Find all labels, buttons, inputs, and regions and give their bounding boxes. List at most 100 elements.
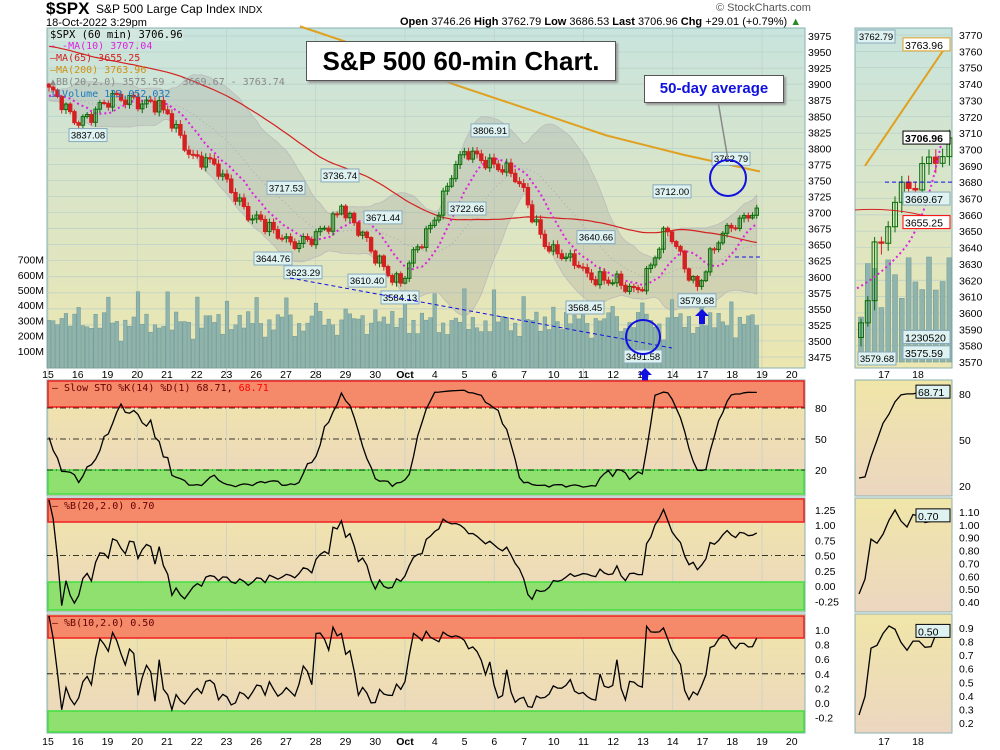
candle (746, 215, 751, 219)
candle (729, 224, 734, 229)
price-label-box (266, 180, 306, 195)
side-price-tag-box (902, 215, 951, 230)
price-tick-label: 3775 (808, 159, 832, 171)
candle (606, 279, 611, 284)
volume-bar (152, 324, 158, 369)
side-indicator-tick: 0.9 (959, 623, 974, 635)
side-price-tick: 3610 (959, 292, 983, 304)
volume-bar (212, 322, 217, 369)
price-label: 3722.66 (450, 204, 484, 215)
side-volume-bar (919, 289, 925, 363)
volume-bar (487, 331, 492, 369)
price-tick-label: 3900 (808, 79, 832, 91)
candle (343, 205, 348, 219)
date-tick-label: 17 (697, 369, 709, 381)
candle (601, 271, 607, 281)
legend-ma65: —MA(65) 3655.25 (50, 53, 141, 64)
legend-bb: ▲BB(20,2.0) 3575.59 - 3669.67 - 3763.74 (50, 77, 285, 88)
candle (156, 100, 162, 113)
indicator-tick-label: -0.2 (815, 713, 833, 725)
side-volume-bar (933, 289, 939, 363)
date-tick-label: 28 (310, 369, 322, 381)
side-price-tick: 3660 (959, 210, 983, 222)
candle (339, 205, 344, 215)
candle (267, 221, 272, 233)
candle (118, 93, 124, 101)
date-tick-label: 27 (280, 369, 292, 381)
indicator-tick-label: 0.75 (815, 535, 836, 547)
volume-bar (360, 315, 365, 369)
candle (127, 94, 132, 105)
candle (123, 99, 128, 105)
candle (233, 191, 238, 202)
volume-bar (394, 327, 399, 369)
candle (644, 268, 649, 292)
side-indicator-tag: 0.70 (918, 511, 939, 523)
volume-bar (229, 329, 234, 369)
volume-bar (220, 333, 225, 369)
candle (665, 227, 670, 233)
side-price-tick: 3740 (959, 79, 983, 91)
date-tick-label: 13 (637, 736, 649, 748)
candle (568, 253, 573, 258)
price-label: 3579.68 (680, 296, 714, 307)
side-price-tick: 3590 (959, 324, 983, 336)
candle (394, 273, 399, 283)
trendline (289, 277, 673, 349)
candle (724, 224, 730, 234)
side-price-tick: 3650 (959, 226, 983, 238)
volume-bar (640, 302, 645, 369)
candle (500, 169, 505, 173)
indicator-tick-label: 0.6 (815, 654, 830, 666)
volume-bar (123, 319, 128, 369)
candle (555, 244, 560, 255)
side-volume-bar (939, 281, 946, 363)
side-price-tag-box (902, 329, 951, 344)
side-candle (912, 187, 919, 191)
volume-tick-label: 500M (18, 285, 44, 297)
date-tick-label: 23 (221, 369, 233, 381)
price-label: 3671.44 (366, 213, 400, 224)
volume-tick-label: 200M (18, 331, 44, 343)
price-label-box (623, 349, 663, 364)
volume-bar (144, 313, 149, 369)
volume-tick-label: 700M (18, 255, 44, 267)
volume-bar (563, 312, 569, 369)
candle (381, 255, 387, 268)
high-label: High (474, 16, 499, 28)
date-tick-label: 22 (191, 369, 203, 381)
volume-bar (585, 323, 590, 369)
side-indicator-tick: 80 (959, 389, 971, 401)
price-tick-label: 3925 (808, 63, 832, 75)
side-price-tag-box (902, 37, 951, 52)
volume-bar (127, 326, 132, 369)
legend-volume: ılVolume 123,052,032 (50, 89, 171, 100)
side-price-tag: 3575.59 (905, 348, 943, 360)
candle (318, 228, 323, 233)
candle (275, 229, 281, 239)
candle (631, 285, 637, 289)
indicator-line (48, 499, 758, 606)
candle (529, 204, 535, 223)
candle (597, 271, 603, 286)
price-label-box (380, 290, 420, 305)
side-candle (858, 322, 864, 338)
candle (262, 218, 268, 233)
volume-bar (720, 321, 725, 369)
side-volume-bar (912, 281, 919, 363)
candle (542, 233, 548, 247)
candle (292, 241, 298, 249)
candle (351, 212, 357, 224)
candle (512, 172, 518, 183)
exchange: INDX (238, 5, 263, 16)
symbol: $SPX (46, 0, 90, 18)
date-tick-label: 11 (578, 736, 589, 748)
volume-bar (106, 296, 111, 369)
volume-bar (449, 320, 454, 369)
side-ma200-line (864, 44, 948, 167)
volume-bar (568, 323, 573, 369)
price-label-box (677, 293, 717, 308)
volume-bar (284, 297, 289, 369)
